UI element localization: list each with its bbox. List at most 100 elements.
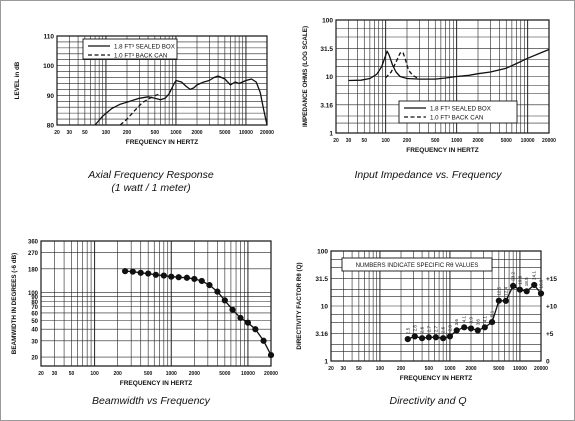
data-point <box>461 324 468 331</box>
caption-directivity: Directivity and Q <box>308 395 548 408</box>
data-point <box>260 337 267 344</box>
data-point <box>537 290 545 297</box>
x-tick-label: 50 <box>82 130 88 136</box>
data-label: 3.6 <box>454 319 459 326</box>
y-tick-label: 90 <box>31 295 38 301</box>
caption-title: Input Impedance vs. Frequency <box>354 169 502 181</box>
series-line-1 <box>94 75 268 126</box>
data-point <box>183 274 191 281</box>
data-point <box>531 281 538 289</box>
x-tick-label: 5000 <box>501 138 512 144</box>
caption-beamwidth: Beamwidth vs Frequency <box>31 395 271 408</box>
x-axis-title: FREQUENCY IN HERTZ <box>400 375 472 382</box>
data-point <box>145 270 152 277</box>
x-tick-label: 1000 <box>166 371 177 377</box>
series-line-2 <box>119 93 161 126</box>
caption-input-impedance: Input Impedance vs. Frequency <box>308 169 548 182</box>
annotation-text: NUMBERS INDICATE SPECIFIC Rθ VALUES <box>356 263 479 269</box>
data-point <box>411 333 418 340</box>
y-axis-title: DIRECTIVITY FACTOR Rθ (Q) <box>296 262 303 349</box>
y-tick-label: 80 <box>31 300 38 306</box>
legend-box <box>82 38 178 60</box>
x-axis-title: FREQUENCY IN HERTZ <box>120 380 192 387</box>
chart-afr: 20 30 50 100 200 500 1000 2000 5000 10000 20000 80 9… <box>14 34 274 147</box>
x-tick-label: 5000 <box>219 371 230 377</box>
data-label: 3.6 <box>475 319 480 326</box>
legend-entry: 1.0 FT³ BACK CAN <box>114 53 167 60</box>
x-tick-label: 2000 <box>191 130 202 136</box>
annotation-box <box>341 257 493 272</box>
x-tick-label: 20 <box>333 138 339 144</box>
data-point <box>440 335 447 342</box>
data-label: 2.8 <box>447 325 452 332</box>
x-tick-label: 100 <box>90 371 99 377</box>
y-tick-label: 50 <box>31 319 38 325</box>
y-right-tick-label: 0 <box>546 359 550 366</box>
x-tick-label: 10000 <box>239 130 253 136</box>
data-point <box>267 351 275 359</box>
x-tick-label: 50 <box>69 371 75 377</box>
x-tick-label: 20000 <box>534 366 548 372</box>
x-axis-title: FREQUENCY IN HERTZ <box>126 139 198 146</box>
data-label: 3.9 <box>469 317 474 324</box>
y-tick-label: 31.5 <box>315 276 328 283</box>
data-point <box>432 334 439 341</box>
x-tick-label: 2000 <box>189 371 200 377</box>
data-label: 4.1 <box>462 315 467 322</box>
x-tick-label: 500 <box>144 371 153 377</box>
data-label: 18.5 <box>524 277 529 286</box>
data-point <box>502 297 509 304</box>
x-tick-label: 50 <box>361 138 367 144</box>
data-point <box>495 297 502 304</box>
caption-axial-frequency-response: Axial Frequency Response (1 watt / 1 met… <box>31 169 271 195</box>
y-tick-label: 70 <box>31 305 38 311</box>
data-point <box>404 336 411 343</box>
y-tick-label: 100 <box>317 249 328 256</box>
data-label: 2.7 <box>426 325 431 332</box>
x-tick-label: 20 <box>328 366 334 372</box>
data-point <box>229 306 236 313</box>
x-tick-label: 20000 <box>264 371 278 377</box>
data-point <box>168 273 175 280</box>
y-tick-label: 180 <box>28 267 39 273</box>
data-point <box>129 268 136 275</box>
x-tick-label: 500 <box>431 138 440 144</box>
data-label: 2.8 <box>412 325 417 332</box>
data-label: 2.5 <box>405 327 410 334</box>
y-tick-label: 100 <box>43 63 54 70</box>
data-point <box>467 325 475 332</box>
y-tick-label: 270 <box>28 251 39 257</box>
y-tick-label: 10 <box>321 304 329 311</box>
data-point <box>453 327 460 334</box>
y-tick-label: 3.16 <box>315 331 328 338</box>
chart-bw: 20 30 50 100 200 500 1000 2000 5000 10000 20000 20 3… <box>11 240 278 388</box>
x-tick-label: 10000 <box>521 138 535 144</box>
chart-dq: 20 30 50 100 200 500 1000 2000 5000 10000 2000013.… <box>296 249 557 383</box>
series-line-1 <box>348 48 550 82</box>
data-label: 12.4 <box>503 286 508 295</box>
data-point <box>191 275 198 283</box>
data-point <box>152 271 159 278</box>
y-tick-label: 31.5 <box>320 46 333 53</box>
data-point <box>206 282 213 289</box>
x-tick-label: 100 <box>376 366 385 372</box>
x-tick-label: 30 <box>52 371 58 377</box>
data-point <box>244 319 252 326</box>
data-point <box>516 286 524 293</box>
data-label: 16.9 <box>539 279 544 288</box>
y-tick-label: 90 <box>47 93 55 100</box>
x-tick-label: 30 <box>67 130 73 136</box>
y-tick-label: 1 <box>329 131 333 138</box>
y-axis-title: LEVEL in dB <box>14 61 21 99</box>
data-point <box>137 269 144 276</box>
data-label: 5.1 <box>490 310 495 317</box>
x-tick-label: 20000 <box>260 130 274 136</box>
x-tick-label: 200 <box>123 130 132 136</box>
chart-imp: 20 30 50 100 200 500 1000 2000 5000 10000 20000 1 3.… <box>302 18 556 155</box>
x-tick-label: 30 <box>346 138 352 144</box>
x-axis-title: FREQUENCY IN HERTZ <box>406 147 478 154</box>
y-tick-label: 20 <box>31 356 38 362</box>
y-right-tick-label: +15 <box>546 276 557 283</box>
x-tick-label: 30 <box>341 366 347 372</box>
